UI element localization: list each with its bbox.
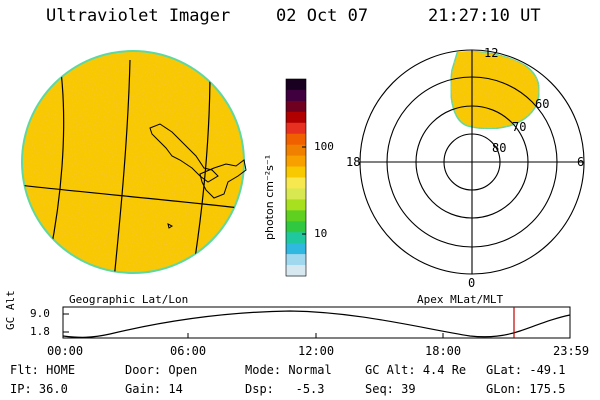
auroral-oval-image [450,51,540,130]
status-flt: Flt: HOME [10,363,76,377]
mlt-label-18: 18 [346,155,361,169]
status-glon-value: 175.5 [529,382,566,396]
status-door: Door: Open [125,363,198,377]
altitude-strip [62,306,571,339]
date-label: 02 Oct 07 [276,6,369,26]
coastline-outline [149,123,247,229]
mlat-label-70: 70 [512,120,527,134]
time-tick-1800: 18:00 [425,344,462,358]
status-ip: IP: 36.0 [10,382,68,396]
colorbar-band [286,199,306,211]
colorbar-band [286,100,306,113]
uv-disc-image [23,52,243,272]
status-seq: Seq: 39 [365,382,416,396]
colorbar-band [286,155,306,168]
colorbar-band [286,221,306,233]
status-gain-value: 14 [168,382,183,396]
colorbar-band [286,79,306,91]
status-gc-alt: GC Alt: 4.4 Re [365,363,467,377]
mlat-label-80: 80 [492,141,507,155]
instrument-title: Ultraviolet Imager [46,6,231,26]
colorbar-band [286,254,306,266]
left-panel-caption: Geographic Lat/Lon [69,293,189,306]
colorbar-tick-100: 100 [314,140,334,153]
color-scale-bar [285,78,307,277]
altitude-ylabel: GC Alt [4,290,17,330]
colorbar-band [286,188,306,200]
colorbar-band [286,133,306,146]
status-gain: Gain: 14 [125,382,183,396]
time-tick-0600: 06:00 [170,344,207,358]
status-glat: GLat: -49.1 [486,363,566,377]
mlat-label-60: 60 [535,97,550,111]
time-label: 21:27:10 UT [428,6,541,26]
altitude-ytick-max: 9.0 [30,307,50,320]
time-tick-2359: 23:59 [553,344,590,358]
status-glon: GLon: 175.5 [486,382,566,396]
colorbar-band [286,89,306,102]
colorbar-band [286,111,306,124]
status-seq-value: 39 [401,382,416,396]
colorbar-band [286,177,306,190]
polar-grid [359,49,585,275]
colorbar-band [286,243,306,255]
right-panel-caption: Apex MLat/MLT [417,293,504,306]
status-mode: Mode: Normal [245,363,332,377]
polar-plot [359,49,585,275]
status-gc-alt-value: 4.4 Re [422,363,467,377]
time-tick-1200: 12:00 [298,344,335,358]
altitude-ytick-min: 1.8 [30,325,50,338]
status-flt-value: HOME [46,363,76,377]
altitude-curve [62,310,571,338]
time-tick-0000: 00:00 [47,344,84,358]
earth-disc [21,50,247,274]
colorbar-band [286,232,306,244]
colorbar-band [286,144,306,157]
mlt-label-6: 6 [577,155,585,169]
status-dsp-value: -5.3 [281,382,325,396]
status-dsp: Dsp: -5.3 [245,382,325,396]
mlt-label-0: 0 [468,276,476,290]
colorbar-band [286,265,306,277]
colorbar-band [286,122,306,135]
colorbar-band [286,210,306,222]
status-door-value: Open [168,363,198,377]
mlt-label-12: 12 [484,46,499,60]
colorbar-band [286,166,306,179]
status-mode-value: Normal [288,363,332,377]
status-glat-value: -49.1 [529,363,566,377]
colorbar-tick-10: 10 [314,227,328,240]
colorbar-unit-label: photon cm⁻²s⁻¹ [263,154,276,240]
status-ip-value: 36.0 [38,382,68,396]
